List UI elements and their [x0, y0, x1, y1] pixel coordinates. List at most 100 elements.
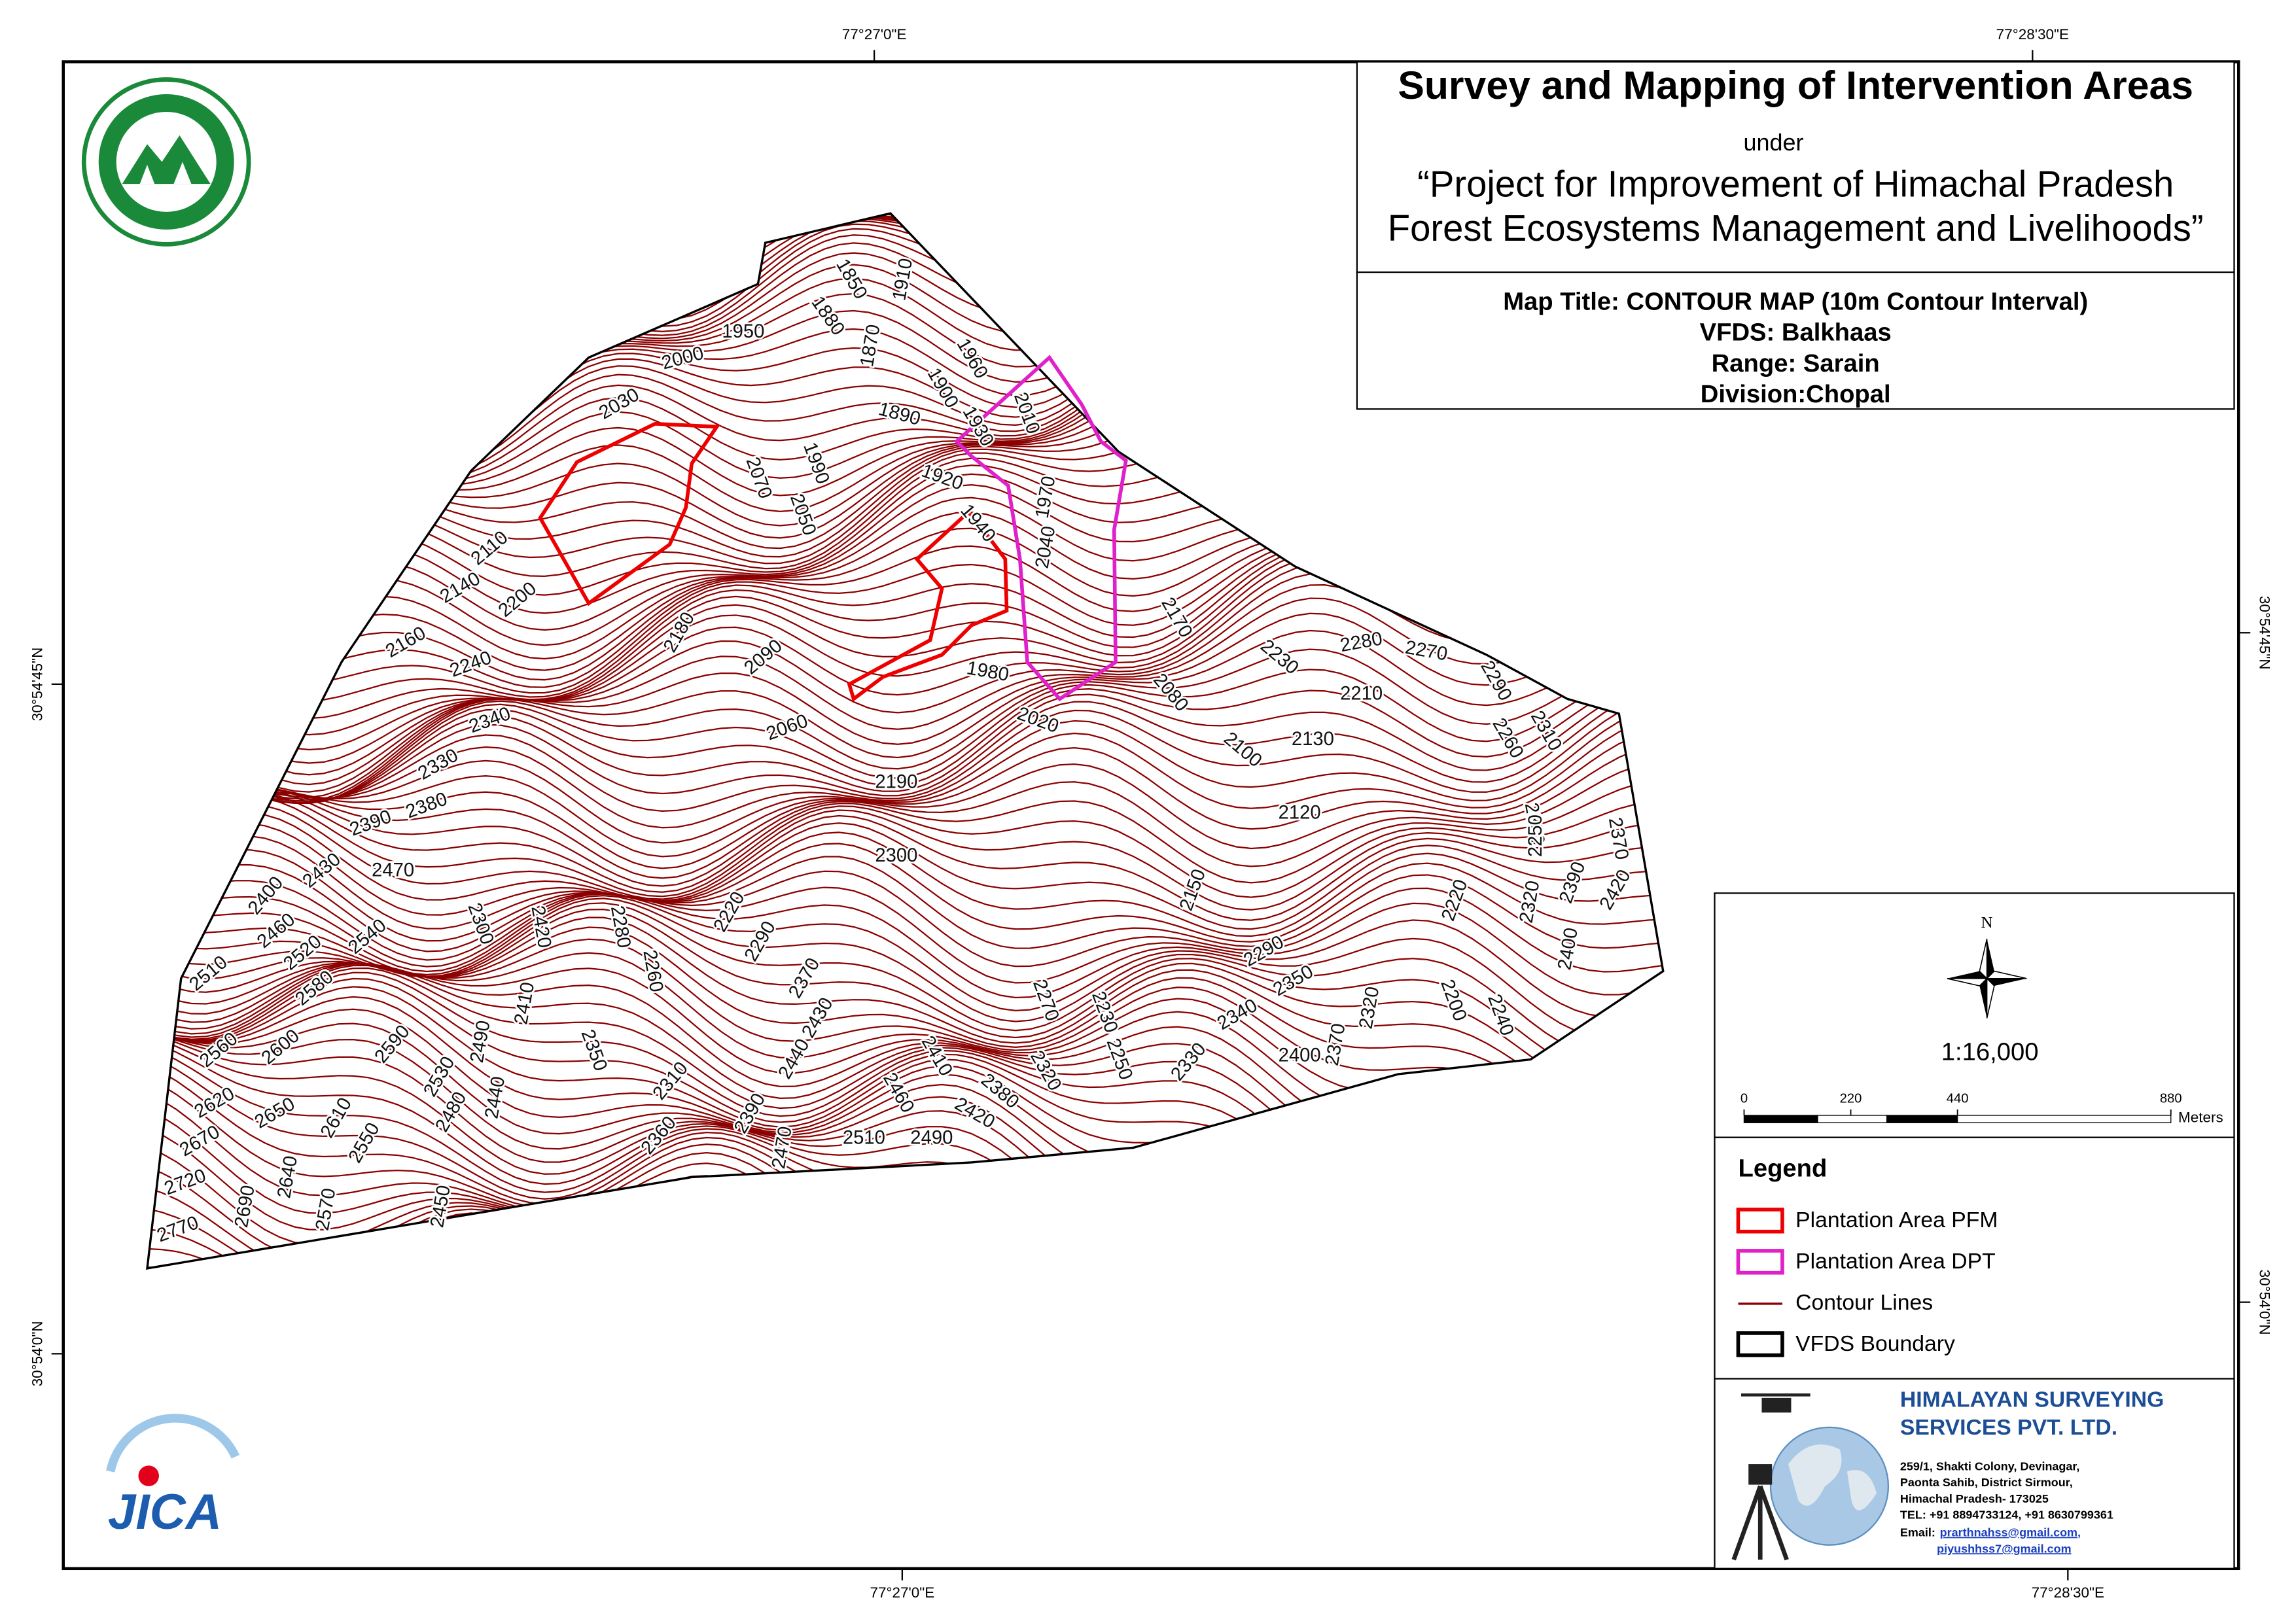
- legend-swatch: [1736, 1208, 1784, 1234]
- contour-label: 2190: [875, 771, 917, 792]
- contour-line: [147, 797, 1663, 911]
- contour-line: [147, 682, 1663, 816]
- coord-label: 30°54'45"N: [2257, 596, 2273, 670]
- map-frame: [62, 60, 2240, 1571]
- contour-label: 2300: [875, 845, 917, 866]
- company-name: SERVICES PVT. LTD.: [1900, 1415, 2117, 1440]
- scale-segment: [1817, 1115, 1888, 1123]
- email-link[interactable]: piyushhss7@gmail.com: [1937, 1542, 2071, 1555]
- contour-line: [147, 597, 1663, 786]
- info-line: Map Title: CONTOUR MAP (10m Contour Inte…: [1503, 287, 2088, 315]
- contour-label: 2120: [1279, 803, 1321, 824]
- contour-line: [147, 803, 1663, 921]
- project-line: Forest Ecosystems Management and Livelih…: [1388, 207, 2204, 249]
- contour-line: [147, 629, 1663, 799]
- coord-label: 77°28'30"E: [2032, 1584, 2104, 1601]
- coord-label: 77°27'0"E: [870, 1584, 934, 1601]
- jica-text: JICA: [108, 1484, 222, 1540]
- legend-box: [1714, 1136, 2235, 1380]
- contour-label: 2260: [639, 949, 667, 994]
- contour-label: 2490: [910, 1128, 953, 1149]
- contour-label: 1950: [722, 321, 764, 342]
- contour-label: 2510: [843, 1128, 885, 1149]
- coordinate-ticks: [51, 50, 2251, 1580]
- address-line: Paonta Sahib, District Sirmour,: [1900, 1476, 2073, 1489]
- address-line: 259/1, Shakti Colony, Devinagar,: [1900, 1459, 2080, 1473]
- scale-unit: Meters: [2178, 1109, 2223, 1125]
- company-logo: [1731, 1393, 1890, 1561]
- legend-item: Plantation Area PFM: [1795, 1208, 1998, 1232]
- contour-line: [147, 697, 1663, 836]
- contour-line: [147, 717, 1663, 849]
- scale-ratio: 1:16,000: [1941, 1038, 2039, 1066]
- contour-label: 2250: [1525, 814, 1546, 857]
- contour-line: [147, 706, 1663, 843]
- contour-line: [147, 689, 1663, 826]
- contour-label: 2130: [1292, 729, 1334, 750]
- legend-item: Plantation Area DPT: [1795, 1249, 1996, 1274]
- contour-line: [147, 835, 1663, 943]
- email-label: Email:: [1900, 1526, 1935, 1539]
- coord-label: 30°54'45"N: [29, 648, 45, 722]
- contour-label: 2210: [1340, 683, 1383, 704]
- info-box: [1356, 271, 2235, 410]
- contour-line: [147, 823, 1663, 937]
- contour-label: 2280: [607, 904, 635, 950]
- info-line: Division:Chopal: [1701, 380, 1891, 408]
- contour-line: [147, 612, 1663, 793]
- contour-line: [147, 669, 1663, 804]
- email-link[interactable]: prarthnahss@gmail.com,: [1940, 1526, 2081, 1539]
- legend-title: Legend: [1738, 1154, 1827, 1182]
- north-label: N: [1981, 914, 1993, 932]
- contour-line: [147, 848, 1663, 949]
- coordinate-labels: 77°27'0"E 77°28'30"E 77°27'0"E 77°28'30"…: [29, 26, 2272, 1601]
- legend-swatch: [1736, 1249, 1784, 1275]
- info-line: Range: Sarain: [1712, 349, 1880, 377]
- legend-swatch: [1736, 1331, 1784, 1357]
- scale-tick-label: 880: [2160, 1092, 2182, 1106]
- coord-label: 30°54'0"N: [2257, 1270, 2273, 1335]
- contour-line: [147, 812, 1663, 930]
- contour-line: [147, 762, 1663, 879]
- contour-line: [147, 745, 1663, 869]
- title: Survey and Mapping of Intervention Areas: [1398, 63, 2193, 107]
- dpt-area: [954, 355, 1128, 702]
- scale-tick-label: 440: [1947, 1092, 1969, 1106]
- vfds-boundary: [146, 212, 1665, 1270]
- contour-label: 2400: [1279, 1045, 1321, 1066]
- scale-segment: [1886, 1115, 1958, 1123]
- contour-line: [147, 880, 1663, 996]
- contour-line: [147, 584, 1663, 776]
- contour-line: [147, 1142, 1663, 1268]
- contour-line: [147, 792, 1663, 898]
- contour-label: 2470: [372, 860, 414, 881]
- legend-item: VFDS Boundary: [1795, 1331, 1955, 1356]
- title-box: [1356, 61, 2235, 273]
- company-name: HIMALAYAN SURVEYING: [1900, 1387, 2164, 1412]
- north-arrow: [1947, 938, 2027, 1019]
- project-line: “Project for Improvement of Himachal Pra…: [1417, 164, 2174, 205]
- forest-logo: [81, 77, 251, 247]
- address-line: Himachal Pradesh- 173025: [1900, 1492, 2049, 1505]
- pfm-area: [538, 421, 720, 606]
- coord-label: 77°27'0"E: [842, 26, 907, 43]
- legend-item: Contour Lines: [1795, 1290, 1933, 1315]
- contour-line: [147, 730, 1663, 858]
- scale-segment: [1743, 1115, 1818, 1123]
- coord-label: 77°28'30"E: [1996, 26, 2069, 43]
- contour-line: [147, 676, 1663, 805]
- contour-line: [147, 648, 1663, 802]
- contour-label: 2410: [510, 981, 539, 1026]
- scale-segment: [1956, 1115, 2172, 1123]
- contour-line: [147, 895, 1663, 1038]
- info-line: VFDS: Balkhaas: [1700, 319, 1892, 347]
- scale-box: [1714, 892, 2235, 1138]
- contour-line: [147, 864, 1663, 973]
- jica-logo: JICA: [106, 1414, 240, 1540]
- contour-line: [147, 891, 1663, 1018]
- subtitle: under: [1743, 129, 1803, 156]
- coord-label: 30°54'0"N: [29, 1321, 45, 1386]
- scale-bar: 0 220 440 880: [1740, 1092, 2182, 1123]
